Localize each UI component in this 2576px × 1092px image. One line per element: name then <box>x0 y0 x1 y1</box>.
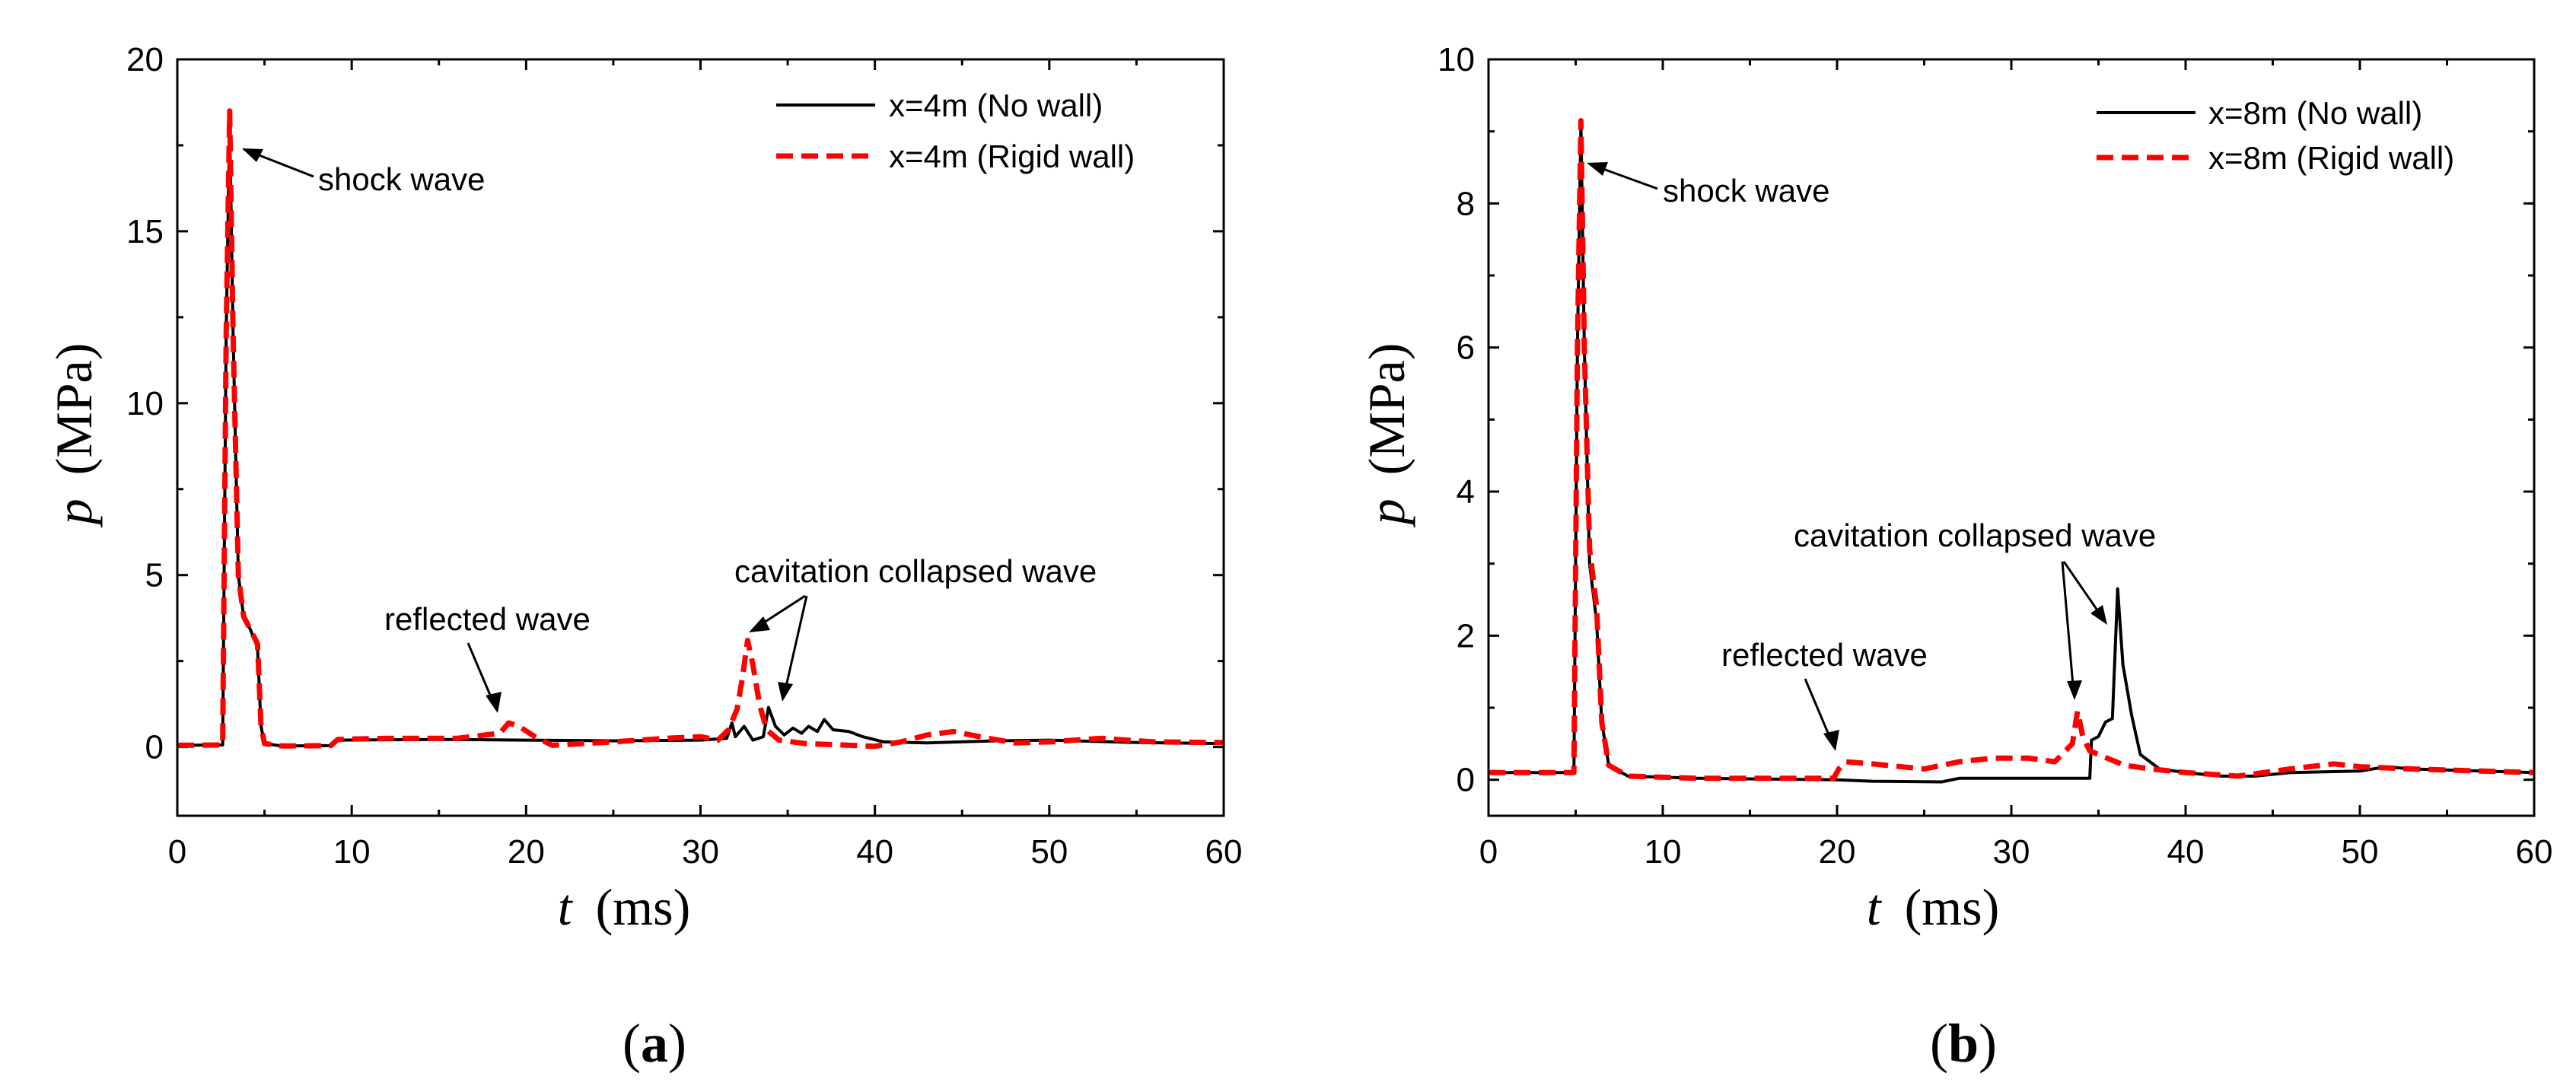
annotation-reflected-wave-b: reflected wave <box>1721 637 1928 673</box>
legend-b: x=8m (No wall) x=8m (Rigid wall) <box>2097 95 2454 176</box>
arrowhead-shock-wave-b <box>1587 162 1608 176</box>
x-tick-label: 10 <box>1645 833 1682 871</box>
y-tick-label: 4 <box>1457 473 1475 511</box>
x-axis-title-b: t (ms) <box>1867 878 2000 936</box>
legend-label-no-wall-a: x=4m (No wall) <box>889 88 1103 123</box>
x-axis-unit-a: (ms) <box>596 878 691 936</box>
arrowhead-cavitation-1-b <box>2067 680 2082 700</box>
y-tick-label: 10 <box>126 385 164 422</box>
x-tick-label: 20 <box>508 833 545 871</box>
annotation-shock-wave-a: shock wave <box>318 161 485 197</box>
arrowhead-reflected-wave-b <box>1823 730 1839 751</box>
y-tick-label: 5 <box>145 557 164 594</box>
plot-frame-a <box>176 58 1225 817</box>
arrow-cavitation-2-a <box>782 595 808 697</box>
y-tick-label: 15 <box>126 213 164 250</box>
y-tick-label: 8 <box>1457 185 1475 222</box>
x-tick-label: 0 <box>168 833 186 871</box>
y-tick-label: 20 <box>126 41 164 78</box>
annotation-reflected-wave-a: reflected wave <box>384 601 591 637</box>
x-tick-label: 40 <box>2167 833 2205 871</box>
axis-ticks-b: 0 10 20 30 40 50 60 0 2 4 6 8 10 <box>1438 41 2552 871</box>
panel-label-letter-a: a <box>641 1013 668 1074</box>
panel-label-a: (a) <box>623 1013 686 1074</box>
x-tick-label: 60 <box>2516 833 2553 871</box>
series-line-rigid-wall <box>1489 118 2535 782</box>
x-axis-var-b: t <box>1867 878 1883 936</box>
x-tick-label: 10 <box>333 833 371 871</box>
panel-label-b: (b) <box>1930 1013 1997 1074</box>
y-axis-unit-b: (MPa) <box>1358 343 1415 476</box>
annotations-b: shock wave reflected wave cavitation col… <box>1587 162 2156 751</box>
y-axis-title-b: p (MPa) <box>1358 343 1415 528</box>
y-tick-label: 0 <box>1457 762 1475 799</box>
axis-ticks-a: 0 10 20 30 40 50 60 0 5 10 15 20 <box>126 41 1242 871</box>
annotation-cavitation-collapsed-wave-b: cavitation collapsed wave <box>1794 517 2156 553</box>
arrowhead-cavitation-2-b <box>2090 605 2107 625</box>
x-tick-label: 30 <box>682 833 719 871</box>
plot-frame-b <box>1487 58 2536 817</box>
x-axis-var-a: t <box>558 878 574 936</box>
x-tick-label: 50 <box>1030 833 1068 871</box>
arrowhead-reflected-wave-a <box>486 692 502 713</box>
series-line-no-wall <box>177 119 1224 748</box>
series-no-wall-a <box>177 119 1224 748</box>
arrowhead-cavitation-1-a <box>749 616 770 632</box>
legend-a: x=4m (No wall) x=4m (Rigid wall) <box>776 88 1135 174</box>
chart-panel-b: 0 10 20 30 40 50 60 0 2 4 6 8 10 t (ms) p (MPa) x=8m… <box>1358 41 2552 1074</box>
chart-panel-a: 0 10 20 30 40 50 60 0 5 10 15 20 t (ms) p (MPa) x=4… <box>45 41 1242 1074</box>
arrow-cavitation-1-b <box>2061 561 2075 695</box>
series-rigid-wall-a <box>177 108 1224 750</box>
arrowhead-shock-wave-a <box>242 148 263 162</box>
x-tick-label: 20 <box>1819 833 1856 871</box>
x-tick-label: 30 <box>1993 833 2030 871</box>
y-axis-title-a: p (MPa) <box>45 343 103 528</box>
panel-label-letter-b: b <box>1948 1013 1979 1074</box>
series-line-no-wall <box>1489 123 2535 784</box>
y-tick-label: 6 <box>1457 330 1475 367</box>
annotations-a: shock wave reflected wave cavitation col… <box>242 148 1097 713</box>
series-rigid-wall-b <box>1489 118 2535 782</box>
series-line-rigid-wall <box>177 108 1224 750</box>
x-tick-label: 40 <box>856 833 893 871</box>
legend-label-rigid-wall-a: x=4m (Rigid wall) <box>889 138 1135 174</box>
y-axis-var-a: p <box>45 498 103 527</box>
y-tick-label: 10 <box>1438 41 1475 78</box>
y-tick-label: 2 <box>1457 617 1475 654</box>
y-axis-var-b: p <box>1358 498 1415 527</box>
x-axis-title-a: t (ms) <box>558 878 691 936</box>
annotation-cavitation-collapsed-wave-a: cavitation collapsed wave <box>734 553 1097 589</box>
annotation-shock-wave-b: shock wave <box>1663 173 1829 209</box>
y-axis-unit-a: (MPa) <box>45 343 103 476</box>
arrowhead-cavitation-2-a <box>778 682 793 702</box>
x-axis-unit-b: (ms) <box>1905 878 2000 936</box>
y-tick-label: 0 <box>145 729 164 766</box>
x-tick-label: 0 <box>1479 833 1498 871</box>
legend-label-no-wall-b: x=8m (No wall) <box>2208 95 2422 131</box>
x-tick-label: 50 <box>2342 833 2379 871</box>
series-no-wall-b <box>1489 123 2535 784</box>
legend-label-rigid-wall-b: x=8m (Rigid wall) <box>2208 140 2454 176</box>
x-tick-label: 60 <box>1205 833 1243 871</box>
